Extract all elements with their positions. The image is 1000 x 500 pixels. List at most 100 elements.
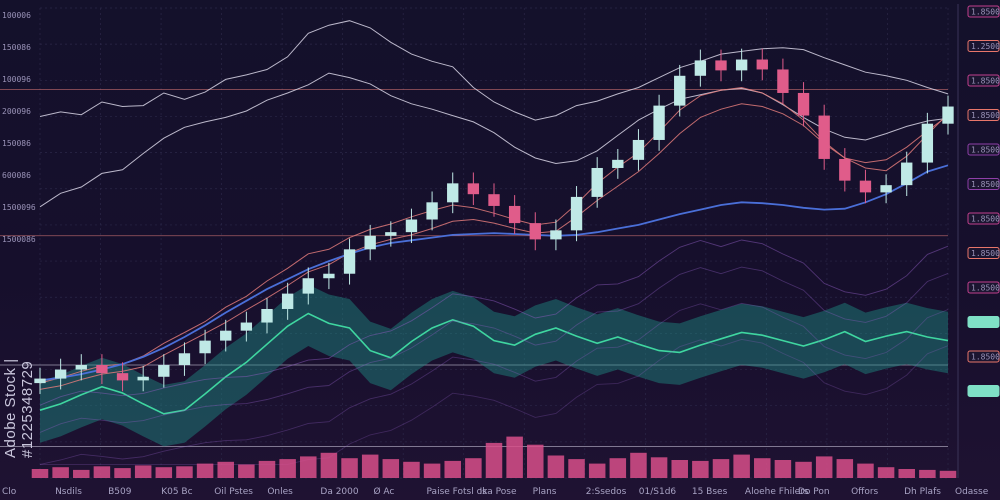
volume-bar: [31, 469, 49, 478]
volume-bar: [857, 463, 874, 478]
right-axis-badge: [967, 74, 1000, 87]
right-axis-badge-label: 1.8500.000: [971, 353, 1000, 362]
volume-bar: [423, 463, 441, 478]
purple-envelope-line: [39, 239, 949, 406]
volume-bar: [258, 460, 276, 478]
x-axis-label: 2:Ssedos: [586, 487, 627, 497]
volume-bar: [609, 458, 627, 478]
right-axis-badge-label: 1.8500.000: [971, 249, 1000, 258]
left-axis-label: 100096: [2, 75, 31, 84]
right-axis-badge: [967, 281, 1000, 294]
left-axis-label: 600086: [2, 171, 31, 180]
candle-body: [550, 230, 562, 240]
volume-bar: [403, 461, 420, 478]
candle-body: [405, 219, 418, 233]
candle-body: [447, 183, 459, 203]
x-axis-label: Onles: [267, 487, 293, 497]
candle-body: [240, 322, 253, 331]
volume-bar: [650, 457, 668, 478]
white-overlay-line: [39, 20, 949, 121]
x-axis-label: Dh Plafs: [904, 487, 941, 497]
right-axis-badge-label: 1.2500.000: [971, 42, 1000, 51]
purple-envelope-line: [40, 338, 949, 465]
volume-bar: [774, 460, 792, 478]
volume-bar: [527, 444, 544, 478]
candle-body: [302, 278, 314, 294]
volume-bar: [361, 454, 379, 478]
volume-bar: [692, 460, 709, 478]
x-axis-label: K05 Bc: [161, 487, 192, 497]
candle-body: [756, 59, 768, 70]
x-axis-label: 15 Bses: [692, 487, 728, 497]
right-axis-badge: [967, 178, 1000, 190]
right-axis-badge-label: 1.8500.000: [971, 215, 1000, 224]
right-axis-badge-fill: [968, 316, 999, 328]
candle-body: [818, 115, 830, 159]
volume-bar: [485, 442, 503, 478]
candle-body: [901, 162, 913, 186]
candle-body: [488, 194, 500, 206]
candle-body: [323, 273, 335, 279]
x-axis-label: Oil Pstes: [214, 487, 253, 497]
volume-bar: [630, 452, 647, 478]
right-axis-badge: [967, 212, 1000, 225]
volume-bar: [815, 456, 833, 478]
candle-body: [261, 308, 273, 323]
volume-bar: [73, 469, 90, 478]
x-axis-label: Da 2000: [320, 487, 358, 497]
x-axis-label: Offors: [851, 487, 878, 497]
volume-bar: [547, 455, 565, 478]
candle-body: [839, 158, 851, 181]
candle-body: [467, 183, 480, 195]
candle-body: [426, 202, 438, 220]
candle-body: [674, 75, 686, 106]
volume-bar: [898, 469, 915, 478]
right-axis-badge: [967, 143, 1000, 156]
candle-body: [158, 365, 170, 377]
volume-bar: [155, 467, 173, 478]
volume-bar: [671, 460, 688, 478]
left-axis-label: 1500096: [2, 203, 36, 212]
candle-body: [199, 340, 211, 354]
left-axis-label: 200096: [2, 107, 31, 116]
candle-body: [281, 293, 294, 309]
x-axis-label: Ø Ac: [373, 486, 394, 497]
right-axis-badge: [967, 247, 1000, 259]
candle-body: [529, 223, 541, 240]
volume-bar: [300, 456, 317, 478]
volume-bar: [320, 452, 338, 478]
volume-bar: [134, 465, 152, 478]
x-axis-label: Clo: [2, 487, 17, 497]
right-axis-badge: [967, 40, 1000, 52]
teal-series-line: [39, 312, 949, 415]
left-axis-label: 100006: [2, 11, 31, 20]
right-axis-badge-label: 1.8500.000: [971, 284, 1000, 293]
volume-bar: [795, 461, 812, 478]
volume-bar: [196, 463, 214, 478]
volume-bar: [114, 468, 131, 478]
candle-body: [178, 353, 191, 366]
volume-bar: [588, 463, 606, 478]
x-axis-label: Plans: [533, 487, 557, 497]
volume-bar: [712, 459, 730, 478]
volume-bar: [877, 467, 895, 478]
x-axis-label: 01/S1d6: [639, 487, 677, 497]
volume-bar: [733, 454, 750, 478]
candle-body: [777, 69, 789, 93]
volume-bar: [465, 458, 482, 478]
candle-body: [612, 159, 624, 168]
candle-body: [859, 180, 872, 193]
purple-envelope-line: [39, 266, 949, 433]
volume-bar: [238, 464, 255, 478]
right-axis-badge-label: 1.8500.000: [971, 146, 1000, 155]
stock-watermark: Adobe Stock | #1225348729: [2, 358, 36, 458]
left-axis-label: 1500086: [2, 235, 36, 244]
volume-bar: [836, 459, 854, 478]
volume-bar: [568, 459, 585, 478]
x-axis-label: Aloehe Fhilers: [745, 487, 809, 497]
candle-body: [96, 365, 108, 374]
white-overlay-line: [39, 72, 949, 208]
right-axis-badge: [967, 350, 1000, 363]
